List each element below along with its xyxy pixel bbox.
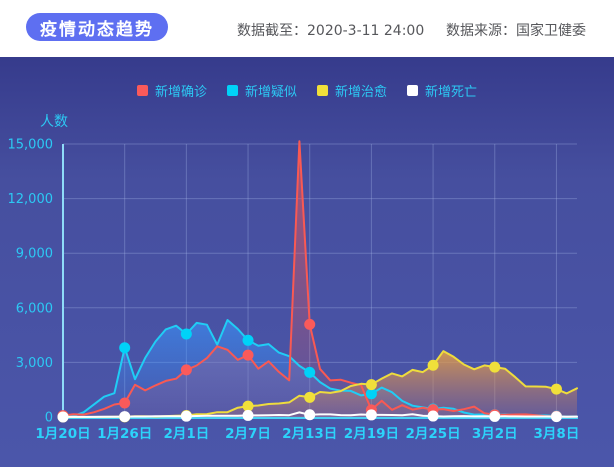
x-tick-label: 3月8日	[534, 426, 580, 442]
y-tick-label: 0	[45, 411, 53, 426]
legend-item-cured[interactable]: 新增治愈	[317, 81, 387, 100]
marker-deaths	[304, 409, 316, 421]
x-tick-labels: 1月20日 1月26日 2月1日 2月7日 2月13日 2月19日 2月25日 3月2日 3月8…	[35, 426, 579, 442]
x-tick-label: 2月25日	[405, 426, 460, 442]
legend-item-confirmed[interactable]: 新增确诊	[136, 81, 207, 100]
marker-confirmed	[242, 349, 254, 361]
marker-confirmed	[304, 318, 316, 330]
marker-deaths	[427, 410, 439, 422]
y-axis-title: 人数	[40, 114, 68, 130]
series-areas	[63, 141, 577, 417]
area-cured	[63, 351, 577, 417]
marker-suspected	[242, 334, 254, 346]
marker-deaths	[489, 410, 501, 422]
legend-item-deaths[interactable]: 新增死亡	[407, 81, 477, 100]
x-tick-label: 2月19日	[344, 426, 399, 442]
legend-label-confirmed: 新增确诊	[154, 84, 207, 100]
marker-deaths	[365, 409, 377, 421]
legend-label-cured: 新增治愈	[335, 84, 388, 100]
legend-label-deaths: 新增死亡	[425, 84, 478, 100]
y-tick-label: 12,000	[8, 192, 54, 207]
marker-confirmed	[180, 364, 192, 376]
legend-swatch-cured	[317, 84, 328, 96]
marker-confirmed	[119, 397, 131, 409]
marker-cured	[304, 391, 316, 403]
data-cutoff-text: 数据截至：2020-3-11 24:00	[237, 23, 425, 39]
chart-legend: 新增确诊 新增疑似 新增治愈 新增死亡	[0, 80, 614, 100]
marker-suspected	[304, 366, 316, 378]
marker-deaths	[119, 411, 131, 423]
marker-cured	[242, 400, 254, 412]
trend-title-badge[interactable]: 疫情动态趋势	[26, 13, 168, 41]
legend-swatch-suspected	[226, 84, 238, 96]
x-tick-label: 1月20日	[35, 426, 90, 442]
x-tick-label: 2月7日	[225, 426, 271, 442]
x-tick-label: 2月13日	[282, 426, 337, 442]
legend-swatch-confirmed	[136, 84, 148, 96]
marker-suspected	[180, 328, 192, 340]
x-tick-label: 3月2日	[472, 426, 518, 442]
marker-suspected	[119, 342, 131, 354]
y-tick-label: 3,000	[16, 356, 53, 371]
marker-cured	[550, 383, 562, 395]
trend-chart: 0 3,000 6,000 9,000 12,000 15,000 1月20日 1月26日 2月…	[8, 138, 580, 443]
data-source-text: 数据来源：国家卫健委	[446, 23, 586, 39]
marker-deaths	[180, 410, 192, 422]
marker-cured	[489, 361, 501, 373]
y-tick-labels: 0 3,000 6,000 9,000 12,000 15,000	[8, 138, 54, 426]
y-tick-label: 6,000	[16, 301, 53, 316]
marker-deaths	[242, 409, 254, 421]
chart-panel: 新增确诊 新增疑似 新增治愈 新增死亡 人数 0 3,000 6,000 9,000 12,0…	[0, 57, 614, 467]
marker-deaths	[550, 411, 562, 423]
marker-cured	[365, 379, 377, 391]
y-tick-label: 9,000	[16, 247, 53, 262]
marker-deaths	[57, 411, 69, 423]
x-tick-label: 1月26日	[97, 426, 152, 442]
page-header: 疫情动态趋势 数据截至：2020-3-11 24:00 数据来源：国家卫健委	[0, 0, 614, 57]
y-tick-label: 15,000	[8, 138, 54, 153]
legend-label-suspected: 新增疑似	[244, 84, 297, 100]
legend-swatch-deaths	[407, 84, 419, 96]
series-markers	[57, 318, 562, 423]
marker-cured	[427, 359, 439, 371]
legend-item-suspected[interactable]: 新增疑似	[226, 81, 297, 100]
marker-suspected	[365, 388, 377, 400]
x-tick-label: 2月1日	[163, 426, 209, 442]
